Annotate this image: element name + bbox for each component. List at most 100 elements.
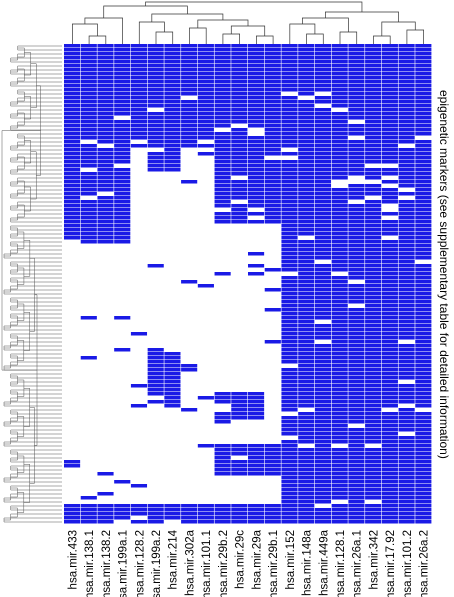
heatmap-cell bbox=[214, 56, 231, 60]
heatmap-cell bbox=[314, 236, 332, 240]
heatmap-cell bbox=[80, 516, 97, 520]
heatmap-cell bbox=[398, 160, 415, 164]
heatmap-cell bbox=[264, 80, 281, 84]
heatmap-cell bbox=[415, 276, 432, 280]
heatmap-cell bbox=[64, 96, 81, 100]
heatmap-cell bbox=[80, 208, 97, 212]
heatmap-cell bbox=[415, 304, 432, 308]
heatmap-cell bbox=[314, 72, 332, 76]
heatmap-cell bbox=[331, 112, 348, 116]
heatmap-cell bbox=[331, 176, 348, 180]
heatmap-cell bbox=[281, 88, 298, 92]
heatmap-cell bbox=[415, 472, 432, 476]
heatmap-cell bbox=[130, 64, 148, 68]
heatmap-cell bbox=[264, 472, 281, 476]
heatmap-cell bbox=[281, 404, 298, 408]
heatmap-cell bbox=[415, 184, 432, 188]
heatmap-cell bbox=[231, 464, 248, 468]
heatmap-cell bbox=[214, 472, 231, 476]
heatmap-cell bbox=[331, 388, 348, 392]
heatmap-cell bbox=[248, 444, 265, 448]
heatmap-cell bbox=[214, 80, 231, 84]
heatmap-cell bbox=[348, 432, 365, 436]
dendrogram-link bbox=[10, 409, 62, 415]
heatmap-cell bbox=[381, 144, 398, 148]
heatmap-cell bbox=[398, 112, 415, 116]
heatmap-cell bbox=[147, 520, 164, 524]
heatmap-cell bbox=[298, 228, 315, 232]
heatmap-cell bbox=[381, 68, 398, 72]
heatmap-cell bbox=[214, 456, 231, 460]
heatmap-cell bbox=[164, 56, 181, 60]
heatmap-cell bbox=[415, 488, 432, 492]
heatmap-cell bbox=[214, 464, 231, 468]
heatmap-cell bbox=[348, 276, 365, 280]
dendrogram-link bbox=[10, 457, 62, 463]
heatmap-cell bbox=[365, 376, 382, 380]
heatmap-cell bbox=[314, 284, 332, 288]
heatmap-cell bbox=[381, 44, 398, 48]
heatmap-cell bbox=[214, 164, 231, 168]
heatmap-cell bbox=[147, 72, 164, 76]
heatmap-cell bbox=[398, 256, 415, 260]
heatmap-cell bbox=[415, 244, 432, 248]
heatmap-cell bbox=[281, 472, 298, 476]
heatmap-cell bbox=[381, 324, 398, 328]
heatmap-cell bbox=[264, 88, 281, 92]
heatmap-cell bbox=[415, 100, 432, 104]
heatmap-cell bbox=[398, 436, 415, 440]
dendrogram-link bbox=[24, 96, 31, 120]
heatmap-cell bbox=[298, 164, 315, 168]
heatmap-cell bbox=[181, 408, 198, 412]
heatmap-cell bbox=[314, 464, 332, 468]
heatmap-cell bbox=[365, 92, 382, 96]
heatmap-cell bbox=[365, 364, 382, 368]
heatmap-cell bbox=[381, 148, 398, 152]
heatmap-cell bbox=[281, 448, 298, 452]
heatmap-cell bbox=[398, 496, 415, 500]
heatmap-cell bbox=[348, 252, 365, 256]
heatmap-cell bbox=[381, 116, 398, 120]
heatmap-cell bbox=[298, 212, 315, 216]
heatmap-cell bbox=[248, 176, 265, 180]
heatmap-cell bbox=[164, 392, 181, 396]
heatmap-cell bbox=[114, 96, 131, 100]
heatmap-cell bbox=[298, 240, 315, 244]
heatmap-cell bbox=[331, 236, 348, 240]
heatmap-cell bbox=[147, 128, 164, 132]
heatmap-cell bbox=[214, 452, 231, 456]
heatmap-cell bbox=[80, 120, 97, 124]
heatmap-cell bbox=[80, 64, 97, 68]
heatmap-cell bbox=[97, 212, 114, 216]
heatmap-cell bbox=[147, 120, 164, 124]
heatmap-cell bbox=[281, 428, 298, 432]
dendrogram-link bbox=[138, 21, 165, 44]
heatmap-cell bbox=[64, 144, 81, 148]
heatmap-cell bbox=[281, 108, 298, 112]
heatmap-cell bbox=[398, 232, 415, 236]
heatmap-cell bbox=[264, 48, 281, 52]
heatmap-cell bbox=[365, 356, 382, 360]
heatmap-cell bbox=[231, 60, 248, 64]
heatmap-cell bbox=[298, 512, 315, 516]
heatmap-cell bbox=[331, 456, 348, 460]
dendrogram-link bbox=[10, 125, 62, 131]
heatmap-cell bbox=[314, 492, 332, 496]
heatmap-cell bbox=[164, 68, 181, 72]
heatmap-cell bbox=[314, 460, 332, 464]
heatmap-cell bbox=[415, 248, 432, 252]
heatmap-cell bbox=[248, 188, 265, 192]
heatmap-cell bbox=[365, 508, 382, 512]
heatmap-cell bbox=[147, 164, 164, 168]
heatmap-cell bbox=[164, 364, 181, 368]
heatmap-cell bbox=[415, 68, 432, 72]
heatmap-cell bbox=[281, 460, 298, 464]
heatmap-cell bbox=[415, 160, 432, 164]
heatmap-cell bbox=[281, 64, 298, 68]
heatmap-cell bbox=[114, 516, 131, 520]
heatmap-cell bbox=[298, 328, 315, 332]
heatmap-cell bbox=[181, 72, 198, 76]
heatmap-cell bbox=[164, 396, 181, 400]
heatmap-cell bbox=[114, 204, 131, 208]
heatmap-cell bbox=[298, 396, 315, 400]
